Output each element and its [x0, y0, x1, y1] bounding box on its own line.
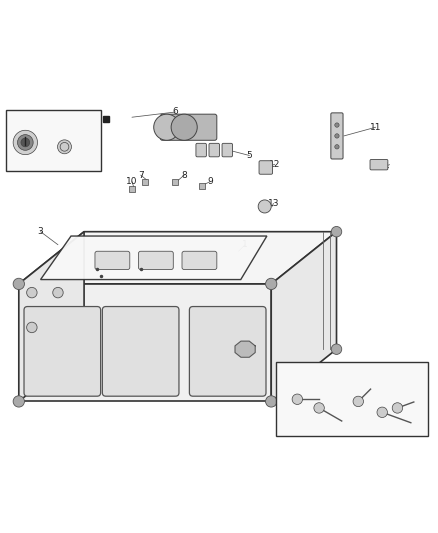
Circle shape: [27, 322, 37, 333]
Circle shape: [13, 278, 25, 289]
Text: 10: 10: [126, 177, 138, 186]
Circle shape: [392, 403, 403, 413]
Circle shape: [13, 130, 38, 155]
Circle shape: [265, 278, 277, 289]
FancyBboxPatch shape: [160, 114, 217, 140]
Text: 8: 8: [181, 171, 187, 180]
Circle shape: [57, 140, 71, 154]
Polygon shape: [19, 284, 271, 401]
FancyBboxPatch shape: [24, 306, 101, 396]
Circle shape: [266, 396, 276, 407]
Circle shape: [265, 396, 277, 407]
Circle shape: [377, 407, 388, 417]
Bar: [276, 362, 428, 436]
Circle shape: [13, 396, 25, 407]
Text: 11: 11: [370, 123, 381, 132]
FancyBboxPatch shape: [196, 143, 206, 157]
Circle shape: [292, 394, 303, 405]
Text: 4: 4: [33, 138, 39, 147]
Circle shape: [18, 135, 33, 150]
Ellipse shape: [171, 114, 197, 140]
FancyBboxPatch shape: [189, 306, 266, 396]
Circle shape: [335, 134, 339, 138]
FancyBboxPatch shape: [222, 143, 233, 157]
FancyBboxPatch shape: [209, 143, 219, 157]
Circle shape: [314, 403, 324, 413]
Text: 14: 14: [161, 262, 173, 271]
Text: 14: 14: [379, 162, 390, 171]
Text: 13: 13: [268, 199, 279, 208]
Text: 7: 7: [138, 171, 144, 180]
FancyBboxPatch shape: [182, 251, 217, 270]
Circle shape: [335, 144, 339, 149]
Polygon shape: [235, 341, 255, 357]
FancyBboxPatch shape: [331, 113, 343, 159]
Ellipse shape: [154, 114, 180, 140]
Circle shape: [258, 200, 271, 213]
FancyBboxPatch shape: [259, 161, 272, 174]
Bar: [6, 110, 102, 171]
FancyBboxPatch shape: [138, 251, 173, 270]
FancyBboxPatch shape: [370, 159, 388, 170]
Circle shape: [27, 287, 37, 298]
Text: 9: 9: [208, 177, 213, 186]
Text: 5: 5: [247, 151, 252, 160]
Circle shape: [266, 279, 276, 289]
Circle shape: [335, 123, 339, 127]
Polygon shape: [271, 232, 336, 401]
Circle shape: [53, 287, 63, 298]
Circle shape: [331, 227, 342, 237]
Text: 2: 2: [316, 406, 322, 415]
FancyBboxPatch shape: [95, 251, 130, 270]
Circle shape: [21, 138, 30, 147]
FancyBboxPatch shape: [102, 306, 179, 396]
Text: 1: 1: [242, 240, 248, 249]
Circle shape: [353, 396, 364, 407]
Text: 6: 6: [173, 108, 178, 117]
Polygon shape: [19, 232, 84, 401]
Polygon shape: [41, 236, 267, 279]
Circle shape: [331, 344, 342, 354]
Text: 3: 3: [38, 227, 43, 236]
Circle shape: [60, 142, 69, 151]
Text: 12: 12: [269, 160, 280, 169]
Polygon shape: [19, 232, 336, 284]
